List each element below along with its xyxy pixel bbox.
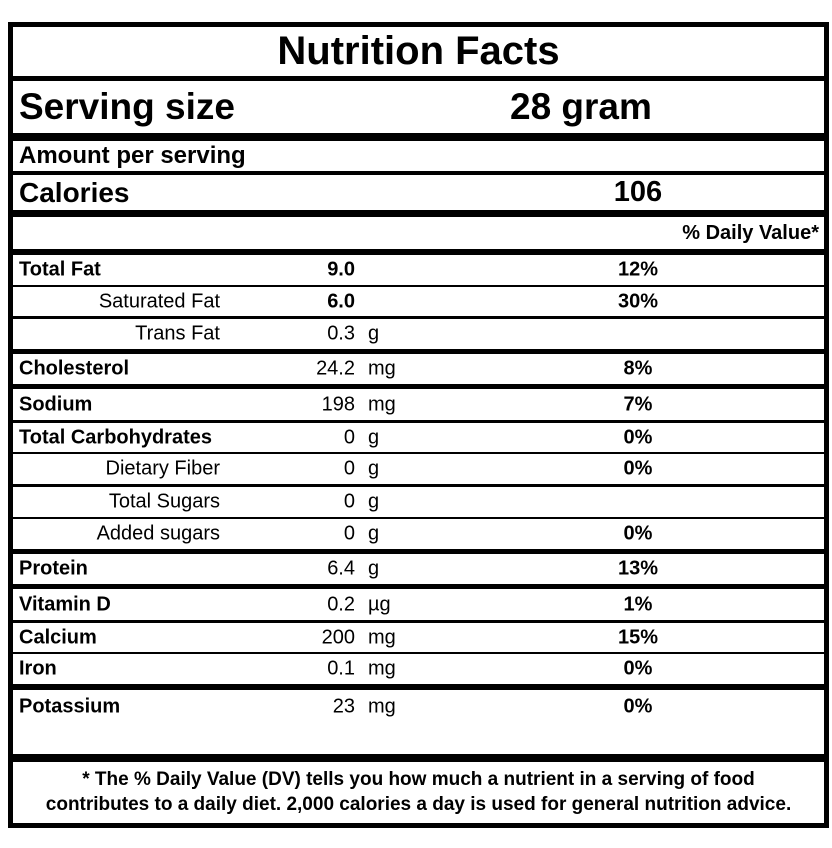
- nutrient-amount: 6.0: [327, 290, 355, 312]
- row-protein: Protein 6.4 g 13%: [13, 554, 824, 589]
- serving-size-value: 28 gram: [510, 86, 652, 127]
- nutrient-unit: mg: [368, 393, 396, 415]
- row-trans-fat: Trans Fat 0.3 g: [13, 319, 824, 354]
- nutrient-amount: 23: [332, 695, 355, 718]
- nutrient-amount: 6.4: [327, 557, 355, 580]
- daily-value-header: % Daily Value*: [13, 217, 824, 255]
- row-added-sugars: Added sugars 0 g 0%: [13, 519, 824, 554]
- nutrient-amount: 0: [343, 457, 355, 480]
- nutrient-unit: g: [368, 490, 380, 513]
- row-total-carbohydrates: Total Carbohydrates 0 g 0%: [13, 423, 824, 454]
- row-dietary-fiber: Dietary Fiber 0 g 0%: [13, 454, 824, 487]
- serving-size-row: Serving size 28 gram: [13, 81, 824, 141]
- row-sodium: Sodium 198 mg 7%: [13, 389, 824, 423]
- row-vitamin-d: Vitamin D 0.2 µg 1%: [13, 589, 824, 623]
- nutrient-amount: 200: [321, 626, 355, 648]
- nutrient-label: Trans Fat: [135, 322, 220, 345]
- nutrient-label: Total Fat: [19, 258, 101, 281]
- row-potassium: Potassium 23 mg 0%: [13, 690, 824, 762]
- nutrient-label: Protein: [19, 557, 88, 580]
- calories-row: Calories 106: [13, 175, 824, 217]
- nutrient-daily-value: 0%: [623, 426, 653, 448]
- nutrient-daily-value: 7%: [623, 393, 653, 415]
- nutrient-daily-value: 0%: [623, 457, 653, 480]
- nutrient-label: Cholesterol: [19, 357, 130, 380]
- nutrient-unit: g: [368, 426, 380, 448]
- serving-size-label: Serving size: [19, 86, 235, 127]
- nutrient-label: Potassium: [19, 695, 121, 718]
- nutrient-label: Saturated Fat: [98, 290, 220, 312]
- nutrient-unit: g: [368, 557, 380, 580]
- nutrient-unit: µg: [368, 593, 391, 615]
- nutrient-unit: g: [368, 322, 380, 345]
- nutrient-daily-value: 15%: [617, 626, 659, 648]
- nutrient-amount: 0: [343, 426, 355, 448]
- nutrient-daily-value: 0%: [623, 657, 653, 680]
- calories-label: Calories: [19, 176, 130, 208]
- nutrient-label: Calcium: [19, 626, 97, 648]
- nutrient-label: Total Carbohydrates: [19, 426, 212, 448]
- row-saturated-fat: Saturated Fat 6.0 30%: [13, 287, 824, 319]
- label-title: Nutrition Facts: [13, 27, 824, 81]
- amount-per-serving-label: Amount per serving: [13, 141, 824, 175]
- nutrient-unit: mg: [368, 626, 396, 648]
- nutrient-daily-value: 0%: [623, 522, 653, 545]
- nutrient-label: Sodium: [19, 393, 93, 415]
- nutrient-unit: mg: [368, 357, 396, 380]
- nutrient-amount: 24.2: [316, 357, 355, 380]
- nutrient-label: Added sugars: [96, 522, 220, 545]
- footnote-line-1: * The % Daily Value (DV) tells you how m…: [82, 769, 755, 790]
- nutrient-daily-value: 8%: [623, 357, 653, 380]
- nutrient-daily-value: 12%: [617, 258, 659, 281]
- nutrient-label: Iron: [19, 657, 57, 680]
- nutrient-daily-value: 30%: [617, 290, 659, 312]
- nutrition-facts-label: Nutrition Facts Serving size 28 gram Amo…: [8, 22, 829, 828]
- footnote-line-2: contributes to a daily diet. 2,000 calor…: [45, 794, 792, 815]
- daily-value-footnote: * The % Daily Value (DV) tells you how m…: [13, 762, 824, 822]
- row-total-fat: Total Fat 9.0 12%: [13, 255, 824, 287]
- nutrient-amount: 0.3: [327, 322, 355, 345]
- nutrient-label: Total Sugars: [108, 490, 220, 513]
- nutrient-unit: mg: [368, 695, 396, 718]
- nutrient-unit: g: [368, 457, 380, 480]
- row-iron: Iron 0.1 mg 0%: [13, 654, 824, 690]
- nutrient-amount: 0.2: [327, 593, 355, 615]
- nutrient-daily-value: 0%: [623, 695, 653, 718]
- nutrient-amount: 0: [343, 490, 355, 513]
- nutrient-amount: 9.0: [327, 258, 355, 281]
- calories-value: 106: [613, 176, 663, 208]
- nutrient-daily-value: 1%: [623, 593, 653, 615]
- row-cholesterol: Cholesterol 24.2 mg 8%: [13, 354, 824, 389]
- nutrient-unit: mg: [368, 657, 396, 680]
- row-calcium: Calcium 200 mg 15%: [13, 623, 824, 654]
- nutrient-label: Dietary Fiber: [105, 457, 220, 480]
- nutrient-amount: 0: [343, 522, 355, 545]
- nutrient-daily-value: 13%: [617, 557, 659, 580]
- nutrient-amount: 198: [321, 393, 355, 415]
- nutrient-unit: g: [368, 522, 380, 545]
- row-total-sugars: Total Sugars 0 g: [13, 487, 824, 519]
- nutrient-label: Vitamin D: [19, 593, 111, 615]
- nutrient-amount: 0.1: [327, 657, 355, 680]
